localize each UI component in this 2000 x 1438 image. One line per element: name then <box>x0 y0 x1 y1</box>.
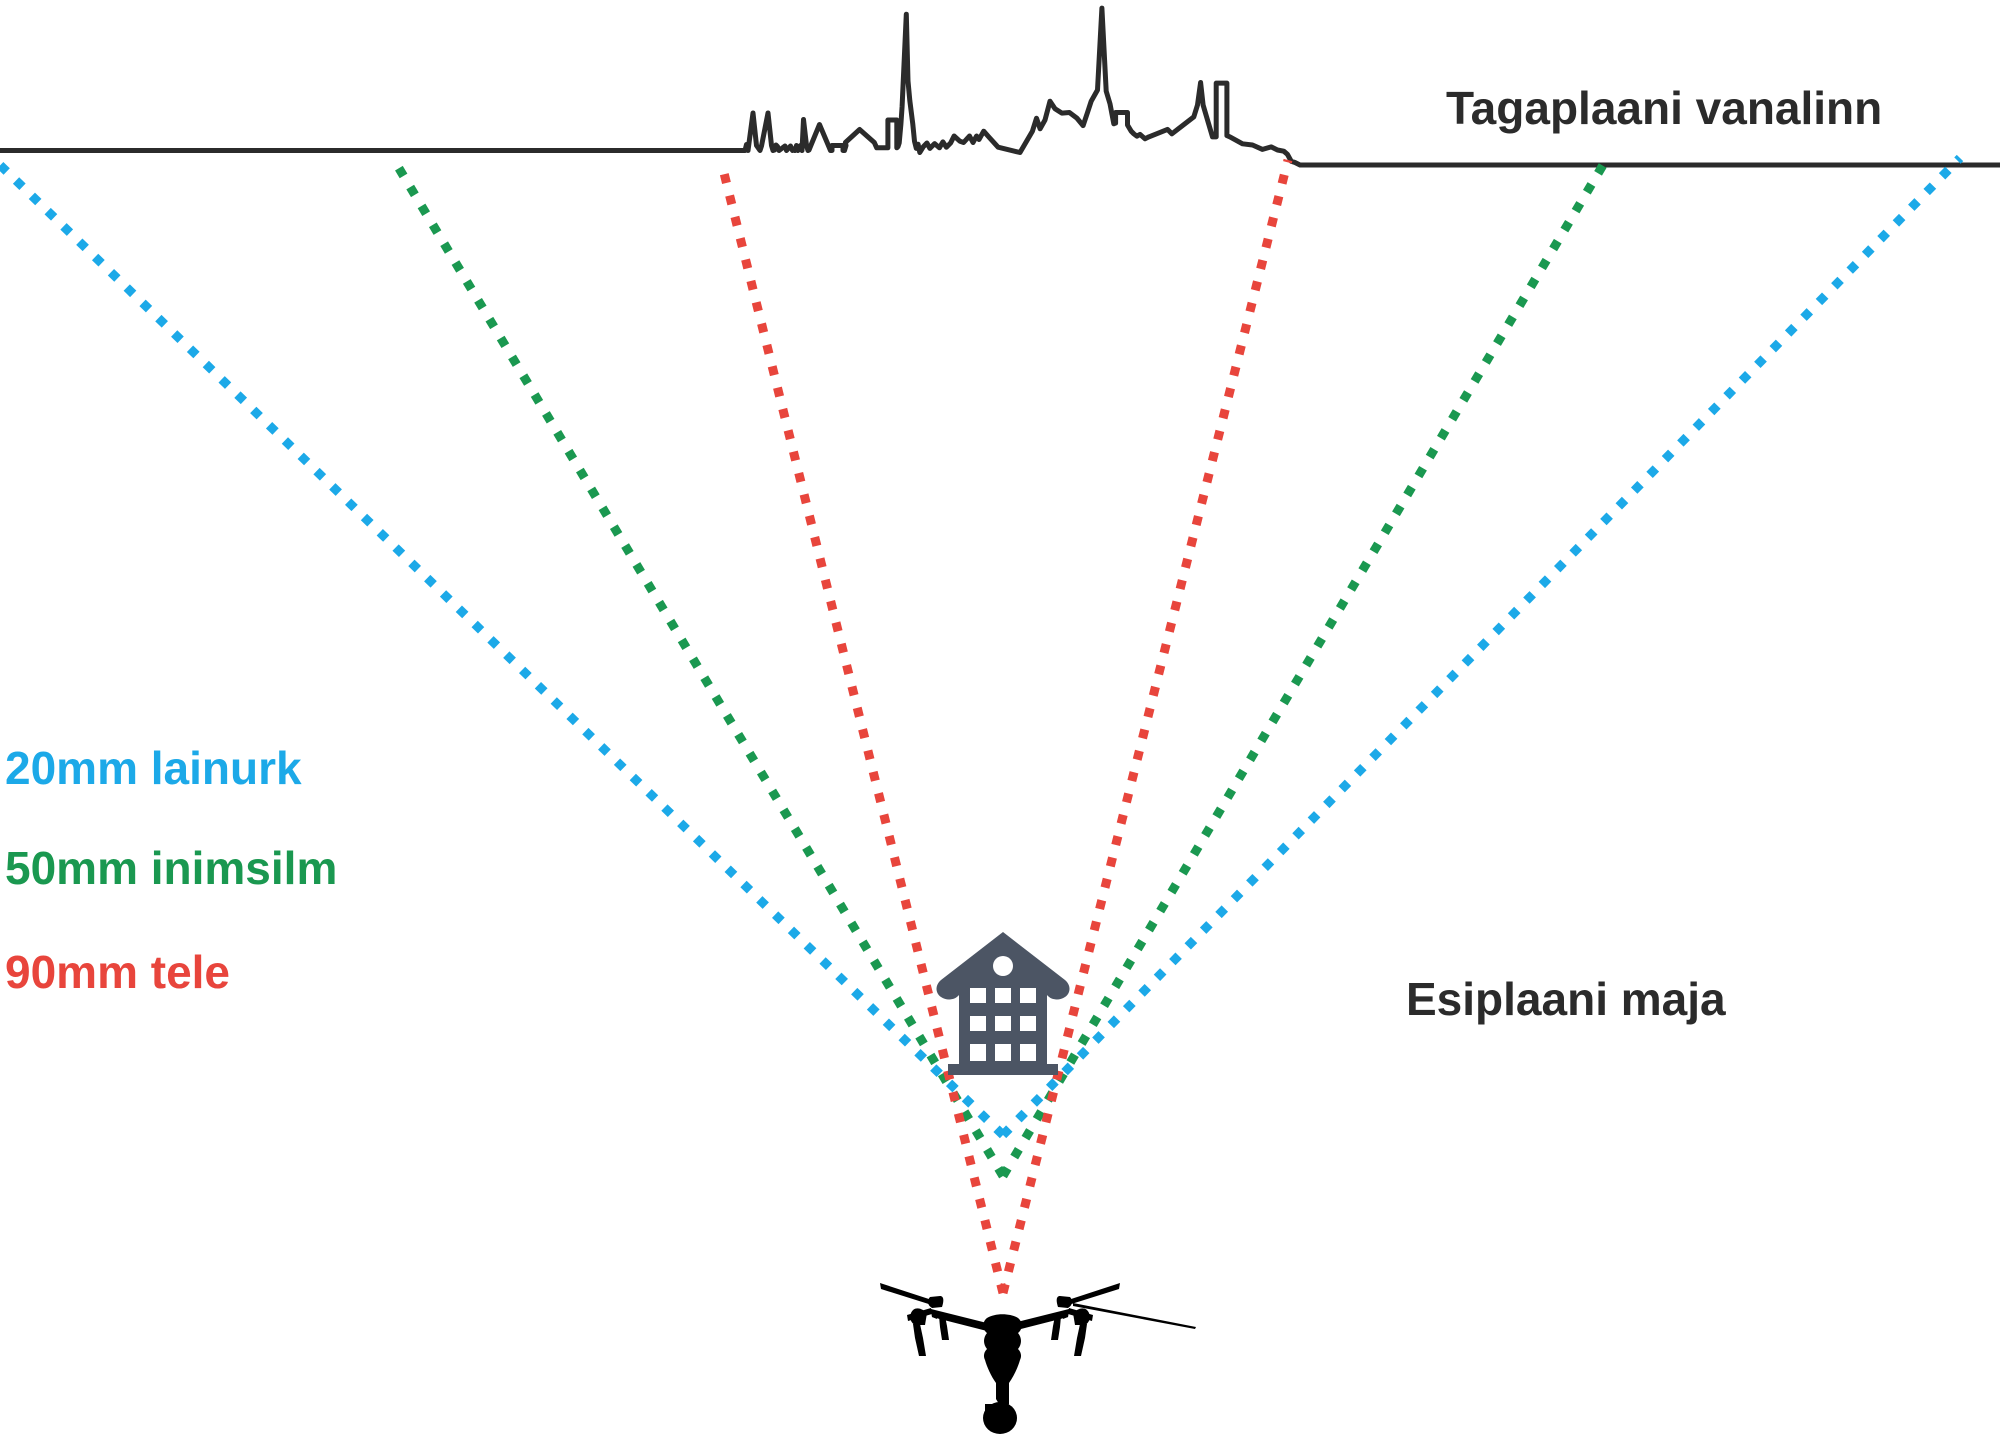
svg-text:Tagaplaani vanalinn: Tagaplaani vanalinn <box>1446 82 1882 134</box>
svg-text:Esiplaani maja: Esiplaani maja <box>1406 973 1726 1025</box>
svg-text:50mm inimsilm: 50mm inimsilm <box>5 842 337 894</box>
svg-text:20mm lainurk: 20mm lainurk <box>5 742 302 794</box>
svg-text:90mm tele: 90mm tele <box>5 946 230 998</box>
